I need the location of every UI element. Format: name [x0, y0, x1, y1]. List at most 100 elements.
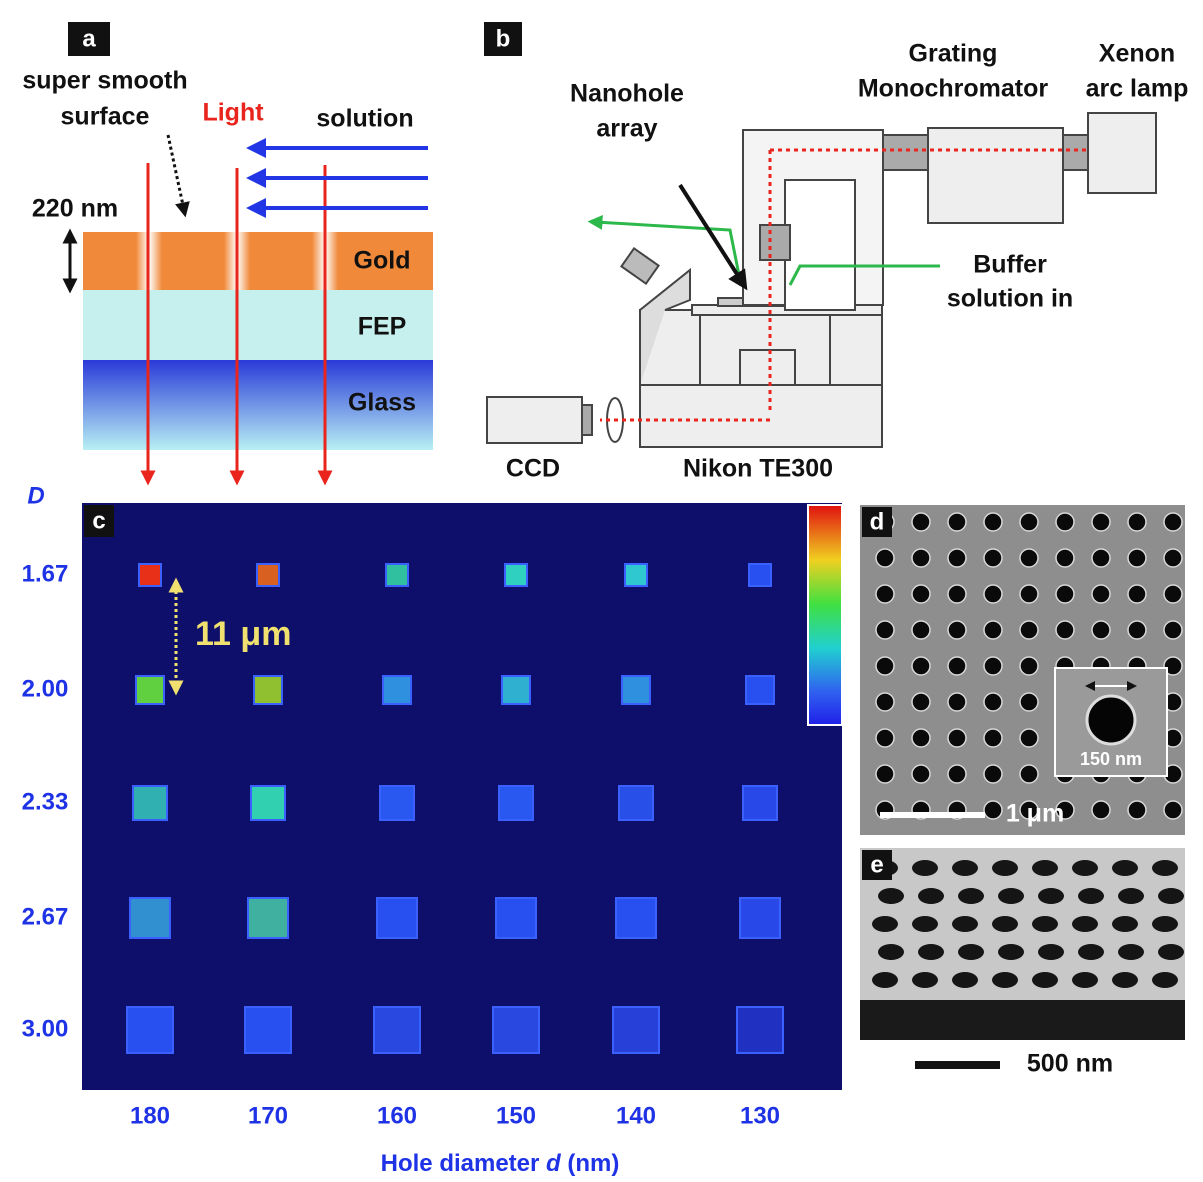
axis-title-text: Hole diameter	[381, 1150, 540, 1177]
hole	[1020, 765, 1038, 783]
hole	[1072, 916, 1098, 932]
hole	[912, 549, 930, 567]
annotation: 220 nm	[32, 195, 118, 223]
hole	[1092, 621, 1110, 639]
panel-label: c	[92, 507, 105, 534]
hole	[1128, 585, 1146, 603]
hole	[912, 765, 930, 783]
hole	[872, 972, 898, 988]
colorbar	[808, 505, 842, 725]
hole	[912, 585, 930, 603]
spot	[499, 786, 533, 820]
annotation: arc lamp	[1086, 75, 1189, 103]
hole	[878, 888, 904, 904]
spot	[493, 1007, 539, 1053]
hole	[912, 916, 938, 932]
annotation: Grating	[909, 40, 998, 68]
hole	[1112, 860, 1138, 876]
panel-a: a super smooth surface Light solution 22…	[22, 22, 433, 478]
hole	[912, 693, 930, 711]
spot	[746, 676, 774, 704]
spot	[136, 676, 164, 704]
spot	[257, 564, 279, 586]
spot	[613, 1007, 659, 1053]
spot	[740, 898, 780, 938]
panel-c: c D 11 μm Hole diameter d (nm) 1.672.002…	[22, 482, 842, 1177]
spot	[377, 898, 417, 938]
hole	[958, 944, 984, 960]
hole	[1020, 729, 1038, 747]
hole	[1164, 549, 1182, 567]
spot	[248, 898, 288, 938]
spot	[133, 786, 167, 820]
hole	[948, 657, 966, 675]
spot	[139, 564, 161, 586]
x-label: 160	[377, 1102, 417, 1129]
hole	[952, 916, 978, 932]
spot	[386, 564, 408, 586]
hole	[1112, 972, 1138, 988]
panel-label: a	[82, 25, 96, 52]
hole	[992, 860, 1018, 876]
hole	[1056, 513, 1074, 531]
hole	[876, 657, 894, 675]
hole	[1164, 621, 1182, 639]
hole	[912, 972, 938, 988]
annotation: super smooth	[22, 67, 187, 95]
hole	[998, 888, 1024, 904]
hole	[984, 621, 1002, 639]
hole	[1020, 657, 1038, 675]
hole	[1032, 860, 1058, 876]
spot	[254, 676, 282, 704]
annotation: Monochromator	[858, 75, 1049, 103]
y-label: 2.00	[22, 675, 69, 702]
axis-title-symbol: d	[546, 1150, 562, 1177]
hole	[1152, 972, 1178, 988]
hole	[948, 765, 966, 783]
hole	[1020, 693, 1038, 711]
hole	[1128, 549, 1146, 567]
hole	[948, 585, 966, 603]
hole	[876, 585, 894, 603]
hole	[1158, 888, 1184, 904]
y-label: 3.00	[22, 1015, 69, 1042]
y-label: 2.67	[22, 903, 69, 930]
hole	[948, 693, 966, 711]
hole	[912, 621, 930, 639]
scale-label: 1 μm	[1006, 800, 1064, 828]
spot	[374, 1007, 420, 1053]
spot	[616, 898, 656, 938]
panel-e	[860, 848, 1185, 1040]
spot	[505, 564, 527, 586]
hole	[1038, 944, 1064, 960]
hole	[984, 549, 1002, 567]
hole	[952, 860, 978, 876]
hole	[1087, 696, 1135, 744]
hole	[948, 549, 966, 567]
hole	[1038, 888, 1064, 904]
spot	[245, 1007, 291, 1053]
annotation: Nanohole	[570, 80, 684, 108]
hole	[1032, 916, 1058, 932]
scale-label: 150 nm	[1080, 749, 1142, 769]
hole	[876, 621, 894, 639]
hole	[1152, 860, 1178, 876]
hole	[1092, 801, 1110, 819]
axis-title: Hole diameter d (nm)	[381, 1150, 620, 1177]
spot	[251, 786, 285, 820]
hole	[876, 693, 894, 711]
hole	[1078, 944, 1104, 960]
hole	[1020, 621, 1038, 639]
hole	[1128, 621, 1146, 639]
y-label: 1.67	[22, 560, 69, 587]
hole	[1118, 944, 1144, 960]
hole	[998, 944, 1024, 960]
spot	[496, 898, 536, 938]
hole	[918, 944, 944, 960]
panel-label: d	[870, 508, 885, 535]
hole	[992, 916, 1018, 932]
image	[82, 503, 842, 1090]
hole	[948, 729, 966, 747]
hole	[1092, 549, 1110, 567]
hole	[1078, 888, 1104, 904]
